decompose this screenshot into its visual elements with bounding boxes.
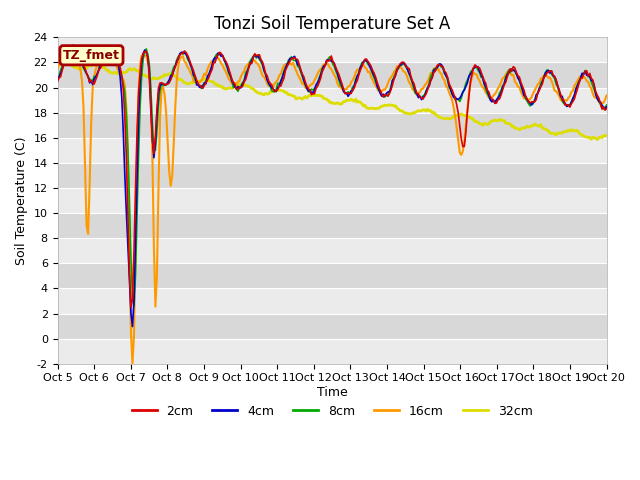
32cm [218, 84, 225, 90]
8cm [239, 80, 246, 85]
Bar [58, 62, 607, 87]
Line: 16cm: 16cm [58, 50, 607, 364]
4cm [122, 209, 130, 215]
8cm [297, 69, 305, 75]
4cm [220, 58, 228, 63]
8cm [130, 303, 138, 309]
8cm [122, 112, 130, 118]
Line: 32cm: 32cm [58, 59, 607, 140]
4cm [69, 42, 77, 48]
32cm [572, 128, 580, 134]
4cm [248, 58, 255, 64]
2cm [127, 304, 135, 310]
Bar [58, 188, 607, 213]
Text: TZ_fmet: TZ_fmet [63, 49, 120, 62]
2cm [575, 80, 583, 86]
4cm [54, 76, 61, 82]
2cm [54, 79, 61, 84]
2cm [122, 155, 130, 160]
Bar [58, 113, 607, 138]
8cm [603, 102, 611, 108]
Bar [58, 37, 607, 62]
Bar [58, 264, 607, 288]
Bar [58, 138, 607, 163]
Y-axis label: Soil Temperature (C): Soil Temperature (C) [15, 136, 28, 265]
32cm [603, 132, 611, 138]
Title: Tonzi Soil Temperature Set A: Tonzi Soil Temperature Set A [214, 15, 450, 33]
32cm [245, 84, 253, 89]
16cm [603, 93, 611, 98]
16cm [239, 71, 246, 76]
4cm [297, 67, 305, 73]
4cm [603, 104, 611, 110]
Bar [58, 87, 607, 113]
16cm [122, 105, 130, 110]
Line: 2cm: 2cm [58, 46, 607, 307]
X-axis label: Time: Time [317, 386, 348, 399]
32cm [236, 81, 243, 87]
8cm [54, 77, 61, 83]
2cm [297, 67, 305, 73]
16cm [297, 77, 305, 83]
Bar [58, 238, 607, 264]
8cm [220, 56, 228, 61]
32cm [54, 56, 61, 61]
Bar [58, 338, 607, 364]
16cm [65, 48, 72, 53]
4cm [575, 79, 583, 85]
8cm [69, 43, 77, 48]
Line: 4cm: 4cm [58, 45, 607, 326]
4cm [129, 324, 136, 329]
8cm [248, 56, 255, 61]
Legend: 2cm, 4cm, 8cm, 16cm, 32cm: 2cm, 4cm, 8cm, 16cm, 32cm [127, 400, 538, 423]
16cm [129, 361, 136, 367]
8cm [575, 78, 583, 84]
2cm [603, 106, 611, 111]
16cm [248, 57, 255, 63]
Bar [58, 163, 607, 188]
32cm [294, 95, 301, 101]
32cm [121, 70, 129, 75]
Bar [58, 288, 607, 313]
2cm [239, 84, 246, 89]
16cm [220, 66, 228, 72]
16cm [575, 75, 583, 81]
Bar [58, 213, 607, 238]
2cm [72, 43, 80, 48]
Line: 8cm: 8cm [58, 46, 607, 306]
2cm [220, 56, 228, 62]
Bar [58, 313, 607, 338]
4cm [239, 81, 246, 87]
32cm [593, 137, 601, 143]
2cm [248, 61, 255, 67]
16cm [54, 65, 61, 71]
